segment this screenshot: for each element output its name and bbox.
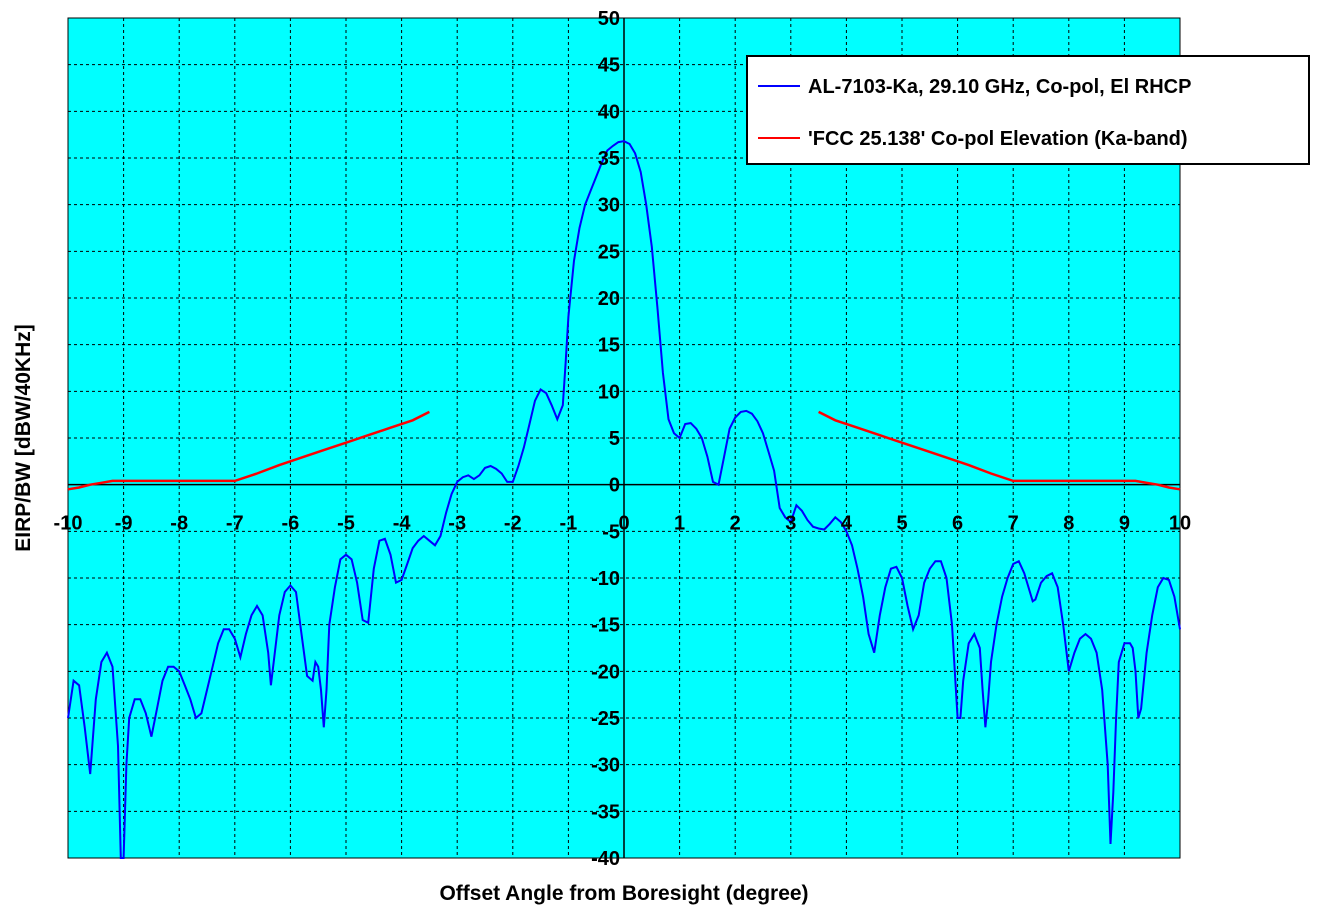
- y-tick-label: 0: [609, 475, 620, 497]
- x-tick-label: -9: [115, 513, 133, 535]
- x-tick-label: 7: [1008, 513, 1019, 535]
- y-tick-label: -40: [591, 848, 620, 870]
- y-tick-label: 35: [598, 148, 620, 170]
- x-tick-label: 2: [730, 513, 741, 535]
- y-tick-label: -5: [602, 521, 620, 543]
- x-tick-label: 3: [785, 513, 796, 535]
- y-tick-label: -30: [591, 755, 620, 777]
- y-tick-label: 10: [598, 381, 620, 403]
- x-axis-title: Offset Angle from Boresight (degree): [439, 882, 808, 905]
- y-tick-label: -15: [591, 615, 620, 637]
- x-tick-label: 6: [952, 513, 963, 535]
- y-tick-label: -10: [591, 568, 620, 590]
- x-tick-label: -2: [504, 513, 522, 535]
- y-tick-label: -20: [591, 661, 620, 683]
- x-tick-label: -8: [170, 513, 188, 535]
- axes: [68, 18, 1180, 858]
- x-tick-label: 8: [1063, 513, 1074, 535]
- series-line-red: [818, 410, 1181, 491]
- y-tick-label: 25: [598, 241, 620, 263]
- x-tick-label: -10: [54, 513, 83, 535]
- legend: AL-7103-Ka, 29.10 GHz, Co-pol, El RHCP '…: [746, 55, 1310, 165]
- y-tick-label: 40: [598, 101, 620, 123]
- x-tick-label: 0: [618, 513, 629, 535]
- y-tick-label: 45: [598, 55, 620, 77]
- x-tick-label: 9: [1119, 513, 1130, 535]
- x-tick-label: -3: [448, 513, 466, 535]
- y-tick-label: -25: [591, 708, 620, 730]
- legend-label-blue: AL-7103-Ka, 29.10 GHz, Co-pol, El RHCP: [808, 76, 1191, 98]
- y-tick-label: 15: [598, 335, 620, 357]
- y-tick-label: 20: [598, 288, 620, 310]
- x-tick-label: -6: [282, 513, 300, 535]
- x-tick-label: -5: [337, 513, 355, 535]
- series-line-red: [67, 410, 430, 491]
- legend-box: [746, 55, 1310, 165]
- y-tick-label: 30: [598, 195, 620, 217]
- y-tick-label: 50: [598, 8, 620, 30]
- y-tick-label: -35: [591, 801, 620, 823]
- series-lines: [67, 140, 1181, 859]
- x-tick-label: -1: [560, 513, 578, 535]
- legend-label-red: 'FCC 25.138' Co-pol Elevation (Ka-band): [808, 128, 1188, 150]
- y-axis-title: EIRP/BW [dBW/40KHz]: [12, 324, 35, 552]
- x-tick-label: 4: [841, 513, 853, 535]
- y-tick-label: 5: [609, 428, 620, 450]
- x-tick-label: -7: [226, 513, 244, 535]
- series-line-blue: [67, 140, 1181, 859]
- tick-labels: -10 -9 -8 -7 -6 -5 -4 -3 -2 -1 0 1 2 3 4 5 6 7 8 9 105045403…: [54, 8, 1192, 870]
- x-tick-label: 1: [674, 513, 685, 535]
- x-tick-label: -4: [393, 513, 412, 535]
- x-tick-label: 5: [896, 513, 907, 535]
- x-tick-label: 10: [1169, 513, 1191, 535]
